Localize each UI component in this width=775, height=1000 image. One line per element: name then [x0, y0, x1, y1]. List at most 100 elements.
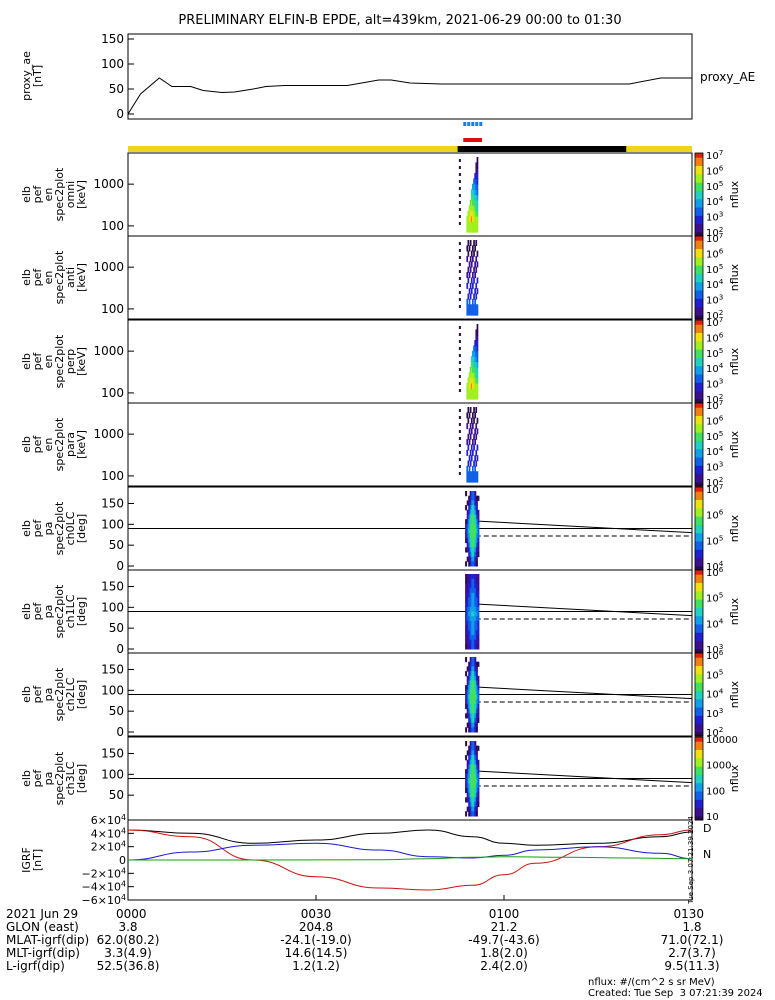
- spectrogram-cell: [471, 620, 474, 627]
- spectrogram-cell: [474, 722, 477, 728]
- colorbar-cell: [695, 169, 703, 173]
- spectrogram-cell: [474, 547, 477, 553]
- spectrogram-cell: [477, 661, 480, 667]
- colorbar-cell: [695, 344, 703, 348]
- spectrogram-cell: [476, 372, 479, 379]
- spectrogram-cell: [475, 309, 478, 316]
- spectrogram-cell: [475, 537, 478, 544]
- spectrogram-cell: [473, 240, 475, 246]
- spectrogram-cell: [475, 699, 478, 705]
- colorbar-cell: [695, 396, 703, 400]
- spectrogram-cell: [471, 547, 474, 553]
- spectrogram-cell: [472, 769, 475, 775]
- spectrogram-cell: [469, 309, 472, 316]
- spectrogram-cell: [473, 356, 475, 363]
- spectrogram-cell: [476, 189, 479, 196]
- ephemeris-value: 2.7(3.7): [668, 946, 716, 960]
- spectrogram-cell: [466, 309, 469, 316]
- colorbar-cell: [695, 715, 703, 718]
- colorbar-cell: [695, 487, 703, 490]
- spectrogram-cell: [472, 537, 475, 544]
- side-timestamp: Tue Sep 3 07:21:39 2024: [687, 816, 695, 905]
- spectrogram-cell: [458, 263, 461, 266]
- spectrogram-cell: [471, 680, 474, 686]
- spectrogram-cell: [472, 189, 474, 196]
- spectrogram-cell: [472, 561, 475, 567]
- spectrogram-cell: [472, 699, 475, 705]
- colorbar-cell: [695, 351, 703, 354]
- spectrogram-cell: [472, 811, 475, 817]
- spectrogram-cell: [466, 722, 469, 728]
- spectrogram-cell: [468, 717, 471, 724]
- spectrogram-cell: [470, 382, 473, 389]
- spectrogram-cell: [466, 583, 469, 589]
- spectrogram-cell: [474, 272, 476, 279]
- colorbar-cell: [695, 638, 703, 642]
- spectrogram-cell: [477, 611, 480, 617]
- spectrogram-cell: [474, 597, 477, 603]
- spectrogram-cell: [470, 372, 473, 379]
- colorbar-cell: [695, 507, 703, 511]
- spectrogram-cell: [474, 350, 476, 357]
- colorbar-cell: [695, 680, 703, 683]
- spectrogram-cell: [466, 773, 469, 779]
- spectrogram-cell: [458, 249, 461, 252]
- colorbar-cell: [695, 514, 703, 517]
- spectrogram-cell: [472, 620, 475, 627]
- spectrogram-cell: [476, 261, 479, 268]
- spectrogram-cell: [477, 675, 480, 681]
- spectrogram-cell: [468, 602, 471, 608]
- colorbar-cell: [695, 694, 703, 698]
- spectrogram-cell: [468, 523, 471, 529]
- spectrogram-cell: [473, 476, 475, 483]
- spectrogram-cell: [476, 215, 479, 222]
- spectrogram-cell: [468, 528, 471, 534]
- spectrogram-cell: [472, 350, 474, 357]
- colorbar-cell: [695, 163, 703, 166]
- spectrogram-cell: [472, 625, 475, 631]
- colorbar-tick-label: 105: [706, 429, 723, 443]
- ylabel-line: pef: [31, 185, 44, 204]
- colorbar-cell: [695, 342, 703, 346]
- spectrogram-cell: [474, 465, 476, 472]
- colorbar-cell: [695, 471, 703, 475]
- spectrogram-cell: [465, 592, 468, 598]
- colorbar-cell: [695, 365, 703, 369]
- colorbar-cell: [695, 671, 703, 675]
- colorbar-cell: [695, 704, 703, 708]
- spectrogram-cell: [475, 471, 478, 478]
- spectrogram-cell: [472, 630, 475, 636]
- spectrogram-cell: [473, 199, 475, 206]
- spectrogram-cell: [465, 634, 468, 641]
- spectrogram-cell: [472, 741, 475, 747]
- ylabel-line: spec2plot: [53, 250, 66, 304]
- spectrogram-cell: [477, 769, 480, 775]
- colorbar-cell: [695, 250, 703, 254]
- spectrogram-cell: [466, 597, 469, 603]
- ylabel-line: [nT]: [31, 849, 44, 871]
- colorbar-cell: [695, 217, 703, 220]
- spectrogram-cell: [475, 205, 478, 212]
- colorbar-cell: [695, 353, 703, 356]
- colorbar-cell: [695, 334, 703, 338]
- spectrogram-cell: [468, 519, 471, 525]
- spectrogram-cell: [474, 261, 476, 268]
- spectrogram-cell: [458, 187, 461, 190]
- colorbar-cell: [695, 682, 703, 685]
- spectrogram-cell: [469, 583, 472, 589]
- spectrogram-cell: [476, 194, 479, 201]
- spectrogram-cell: [474, 361, 476, 368]
- ephemeris-value: 1.8: [682, 920, 701, 934]
- colorbar-label: nflux: [728, 680, 741, 708]
- spectrogram-cell: [477, 764, 480, 770]
- colorbar-tick-label: 104: [706, 194, 724, 208]
- colorbar-cell: [695, 551, 703, 554]
- spectrogram-cell: [471, 797, 474, 803]
- spectrogram-cell: [467, 240, 470, 246]
- spectrogram-cell: [467, 277, 470, 284]
- spectrogram-cell: [468, 382, 471, 389]
- spectrogram-cell: [475, 630, 478, 636]
- spectrogram-cell: [466, 519, 469, 525]
- spectrogram-cell: [472, 764, 475, 770]
- spectrogram-cell: [476, 221, 479, 228]
